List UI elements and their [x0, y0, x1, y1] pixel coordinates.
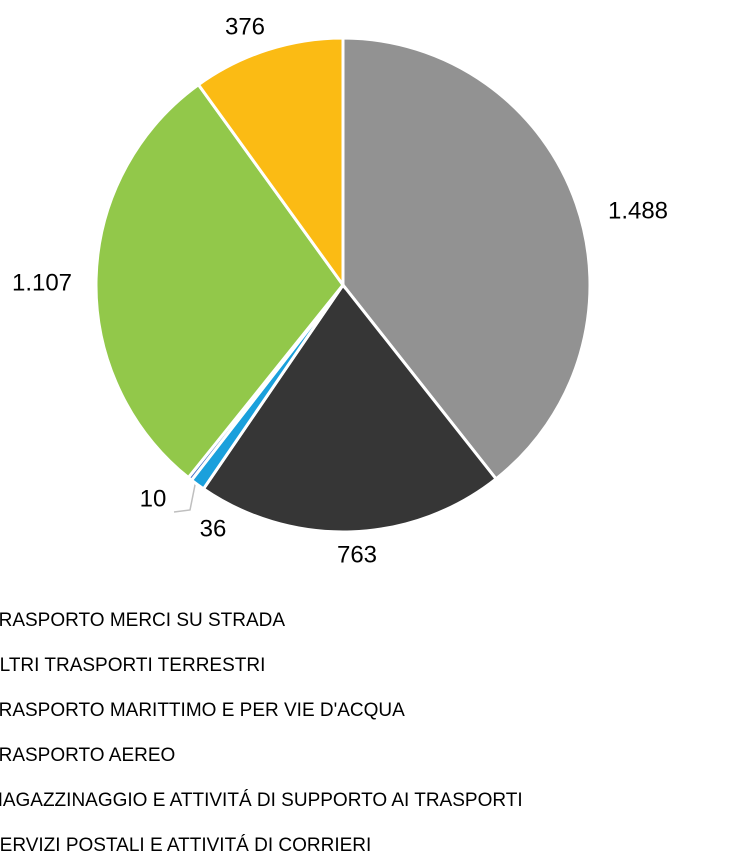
legend-label: TRASPORTO MARITTIMO E PER VIE D'ACQUA [0, 700, 405, 721]
data-label: 376 [225, 13, 265, 40]
legend-label: TRASPORTO MERCI SU STRADA [0, 610, 285, 631]
data-label: 10 [140, 485, 167, 512]
data-label: 1.107 [12, 269, 72, 296]
legend-label: TRASPORTO AEREO [0, 745, 175, 766]
leader-line [173, 479, 197, 513]
legend-label: SERVIZI POSTALI E ATTIVITÁ DI CORRIERI [0, 835, 371, 856]
legend-label: MAGAZZINAGGIO E ATTIVITÁ DI SUPPORTO AI … [0, 790, 523, 811]
pie-slice [201, 282, 499, 534]
data-label: 1.488 [608, 197, 668, 224]
legend-label: ALTRI TRASPORTI TERRESTRI [0, 655, 265, 676]
data-label: 36 [200, 515, 227, 542]
data-label: 763 [337, 541, 377, 568]
pie-slice [341, 36, 592, 481]
pie-slice [94, 82, 345, 480]
pie-slice [196, 36, 345, 290]
